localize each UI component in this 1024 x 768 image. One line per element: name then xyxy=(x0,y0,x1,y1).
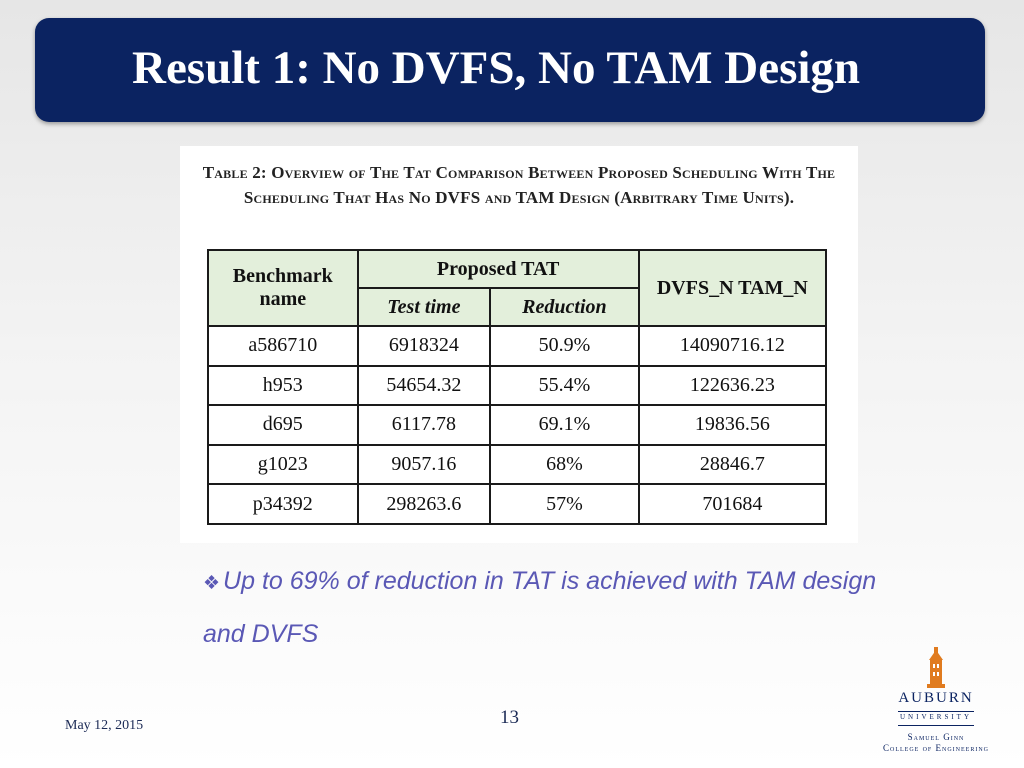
cell-benchmark: d695 xyxy=(207,404,359,446)
diamond-bullet-icon: ❖ xyxy=(203,573,221,594)
cell-test-time: 9057.16 xyxy=(356,443,492,486)
cell-test-time: 54654.32 xyxy=(356,364,492,407)
cell-dvfs: 701684 xyxy=(637,483,828,525)
logo-subtitle: College of Engineering xyxy=(883,743,989,753)
table-row: p34392 298263.6 57% 701684 xyxy=(207,483,828,525)
cell-dvfs: 28846.7 xyxy=(637,443,828,486)
title-bar: Result 1: No DVFS, No TAM Design xyxy=(35,18,985,122)
cell-test-time: 6918324 xyxy=(356,325,492,367)
logo-university: UNIVERSITY xyxy=(900,713,972,721)
cell-reduction: 57% xyxy=(489,483,640,525)
table-row: a586710 6918324 50.9% 14090716.12 xyxy=(207,325,828,367)
header-reduction: Reduction xyxy=(489,287,640,327)
cell-test-time: 298263.6 xyxy=(356,483,492,525)
table-row: d695 6117.78 69.1% 19836.56 xyxy=(207,404,828,446)
cell-reduction: 68% xyxy=(489,443,640,486)
bullet-text: Up to 69% of reduction in TAT is achieve… xyxy=(203,567,877,648)
cell-test-time: 6117.78 xyxy=(356,404,492,446)
cell-benchmark: g1023 xyxy=(207,443,359,486)
logo-subtitle: Samuel Ginn xyxy=(907,732,965,742)
logo-divider xyxy=(898,711,974,712)
bullet-point: ❖ Up to 69% of reduction in TAT is achiev… xyxy=(203,556,903,660)
header-benchmark: Benchmark name xyxy=(207,249,359,327)
table-caption: Table 2: Overview of The Tat Comparison … xyxy=(202,163,836,207)
logo-divider xyxy=(898,725,974,726)
cell-reduction: 50.9% xyxy=(489,325,640,367)
cell-benchmark: a586710 xyxy=(207,325,359,367)
slide-title: Result 1: No DVFS, No TAM Design xyxy=(132,42,861,94)
table-figure: Table 2: Overview of The Tat Comparison … xyxy=(180,146,858,543)
cell-benchmark: h953 xyxy=(207,364,359,407)
cell-dvfs: 122636.23 xyxy=(637,364,828,407)
logo-name: AUBURN xyxy=(898,690,974,706)
header-test-time: Test time xyxy=(356,287,492,327)
auburn-logo: AUBURN UNIVERSITY Samuel Ginn College of… xyxy=(866,646,1006,758)
page-number: 13 xyxy=(500,707,519,728)
header-proposed-tat: Proposed TAT xyxy=(356,249,640,289)
cell-dvfs: 19836.56 xyxy=(637,404,828,446)
cell-dvfs: 14090716.12 xyxy=(637,325,828,367)
cell-benchmark: p34392 xyxy=(207,483,359,525)
table-row: g1023 9057.16 68% 28846.7 xyxy=(207,443,828,486)
results-table: Benchmark name Proposed TAT DVFS_N TAM_N… xyxy=(207,249,828,525)
header-dvfs-tam: DVFS_N TAM_N xyxy=(637,249,828,327)
tower-icon xyxy=(927,647,945,688)
cell-reduction: 69.1% xyxy=(489,404,640,446)
cell-reduction: 55.4% xyxy=(489,364,640,407)
table-row: h953 54654.32 55.4% 122636.23 xyxy=(207,364,828,407)
footer-date: May 12, 2015 xyxy=(65,718,144,733)
